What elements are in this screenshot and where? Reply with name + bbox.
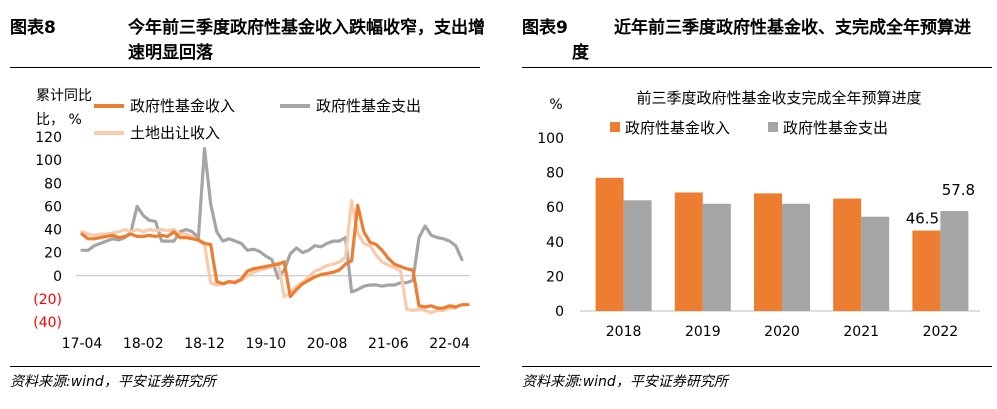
- figure-8-source: 资料来源:wind，平安证券研究所: [10, 374, 216, 390]
- bar-2: [861, 216, 890, 311]
- bar-2: [702, 203, 731, 311]
- figure-9-number: 图表9: [522, 18, 568, 38]
- figure-8-top-rule: [10, 67, 480, 68]
- x-tick-label: 21-06: [368, 336, 409, 352]
- y-tick-label: 60: [546, 200, 564, 216]
- series-line-1: [80, 203, 470, 310]
- bar-chart: 前三季度政府性基金收支完成全年预算进度% 0 20 40 60 80 100 2018 2019…: [537, 89, 980, 340]
- figure-9-source: 资料来源:wind，平安证券研究所: [522, 374, 728, 390]
- bar-2: [623, 200, 652, 311]
- y-tick-label: 100: [537, 131, 564, 147]
- x-tick-label: 20-08: [307, 336, 348, 352]
- y-tick-label: 60: [44, 199, 62, 215]
- figure-8-number: 图表8: [10, 18, 56, 38]
- figure-9-panel: 图表9 近年前三季度政府性基金收、支完成全年预算进 度 前三季度政府性基金收支完…: [512, 0, 997, 409]
- y-tick-label: 20: [546, 269, 564, 285]
- x-tick-label: 2020: [764, 324, 800, 340]
- x-tick-label: 17-04: [62, 336, 103, 352]
- x-tick-label: 18-12: [184, 336, 225, 352]
- y-axis-label: 累计同比: [36, 88, 92, 104]
- figure-9-top-rule: [522, 67, 992, 68]
- figure-9-bottom-rule: [522, 366, 992, 367]
- figure-8-title: 今年前三季度政府性基金收入跌幅收窄，支出增: [128, 18, 485, 38]
- x-tick-label: 2018: [606, 324, 642, 340]
- y-tick-label: (20): [33, 292, 62, 308]
- y-tick-label: 40: [546, 235, 564, 251]
- bar-2: [940, 211, 969, 311]
- y-axis-label-2: 比， %: [36, 112, 82, 128]
- figure-8-bottom-rule: [10, 366, 480, 367]
- figure-9-title: 近年前三季度政府性基金收、支完成全年预算进: [614, 18, 971, 38]
- series-line-2: [80, 147, 464, 294]
- x-tick-label: 19-10: [245, 336, 286, 352]
- x-tick-label: 2021: [843, 324, 879, 340]
- legend-label: 政府性基金支出: [783, 119, 888, 137]
- legend-label: 土地出让收入: [130, 124, 220, 142]
- bar-1: [912, 230, 941, 311]
- y-tick-label: 40: [44, 223, 62, 239]
- x-tick-label: 18-02: [123, 336, 164, 352]
- legend-label: 政府性基金收入: [130, 97, 235, 115]
- legend-swatch: [768, 122, 778, 132]
- data-label: 57.8: [942, 181, 975, 199]
- bar-1: [595, 177, 624, 311]
- data-label: 46.5: [906, 210, 939, 228]
- y-axis-label: %: [549, 97, 562, 113]
- figure-9-title-line2: 度: [572, 43, 589, 63]
- bar-1: [754, 193, 782, 311]
- x-tick-label: 2022: [923, 324, 959, 340]
- y-tick-label: 0: [555, 304, 564, 320]
- bar-1: [674, 192, 703, 311]
- y-tick-label: 0: [53, 269, 62, 285]
- legend-label: 政府性基金收入: [625, 119, 730, 137]
- y-tick-label: 20: [44, 246, 62, 262]
- figure-8-panel: 图表8 今年前三季度政府性基金收入跌幅收窄，支出增 速明显回落 (40) (20)…: [0, 0, 485, 409]
- legend-swatch: [610, 122, 620, 132]
- chart-title: 前三季度政府性基金收支完成全年预算进度: [636, 89, 921, 107]
- series-line-3: [80, 199, 458, 315]
- y-tick-label: 80: [546, 166, 564, 182]
- bar-2: [782, 203, 810, 311]
- y-tick-label: 80: [44, 176, 62, 192]
- bar-1: [833, 198, 862, 311]
- x-tick-label: 2019: [685, 324, 721, 340]
- y-tick-label: 120: [35, 130, 62, 146]
- x-tick-label: 22-04: [429, 336, 470, 352]
- legend-label: 政府性基金支出: [316, 97, 421, 115]
- y-tick-label: 100: [35, 153, 62, 169]
- y-tick-label: (40): [33, 315, 62, 331]
- figure-8-title-line2: 速明显回落: [128, 43, 213, 63]
